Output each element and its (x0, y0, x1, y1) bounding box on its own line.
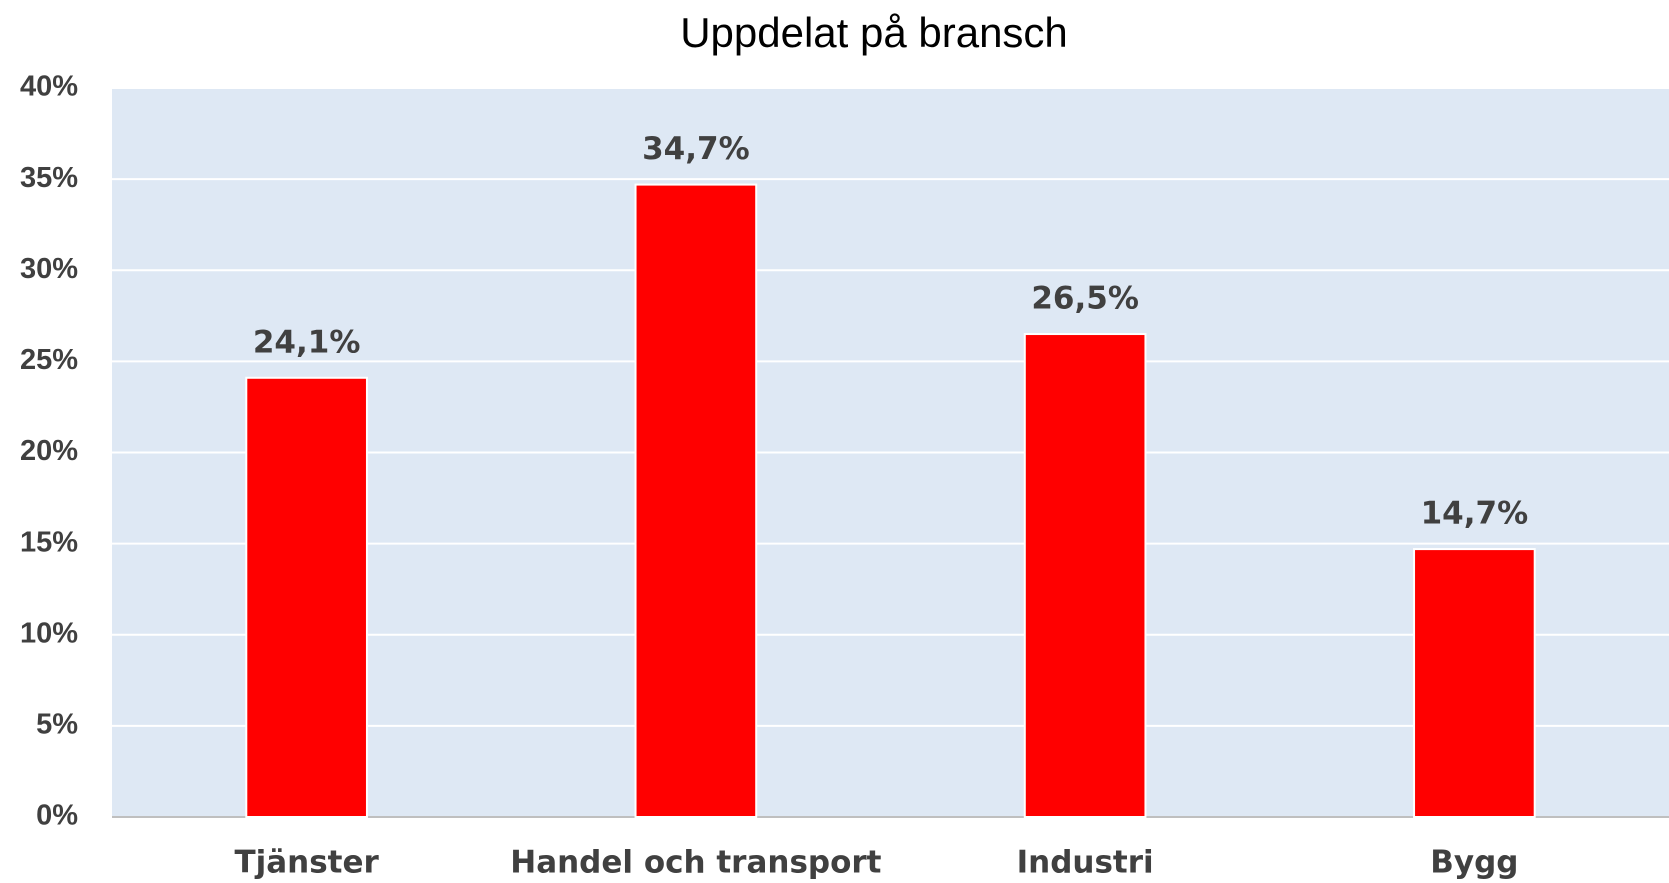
bar (245, 376, 368, 818)
x-tick-label: Industri (1017, 845, 1154, 881)
bar (634, 183, 758, 818)
x-tick-label: Bygg (1430, 845, 1518, 881)
x-tick-label: Handel och transport (510, 845, 881, 881)
data-label: 24,1% (253, 324, 361, 360)
y-tick-label: 25% (20, 344, 78, 376)
y-tick-label: 20% (20, 435, 78, 467)
x-tick-label: Tjänster (234, 845, 379, 881)
data-label: 26,5% (1031, 281, 1139, 317)
y-tick-label: 5% (36, 709, 78, 741)
data-label: 14,7% (1421, 496, 1529, 532)
bar (1413, 548, 1536, 819)
y-tick-label: 10% (20, 617, 78, 649)
y-tick-label: 15% (20, 526, 78, 558)
data-label: 34,7% (642, 131, 750, 167)
y-tick-label: 0% (36, 800, 78, 832)
bar (1023, 333, 1147, 818)
y-tick-label: 35% (20, 162, 78, 194)
y-tick-label: 30% (20, 253, 78, 285)
y-tick-label: 40% (20, 71, 78, 103)
chart-title: Uppdelat på bransch (680, 9, 1068, 56)
